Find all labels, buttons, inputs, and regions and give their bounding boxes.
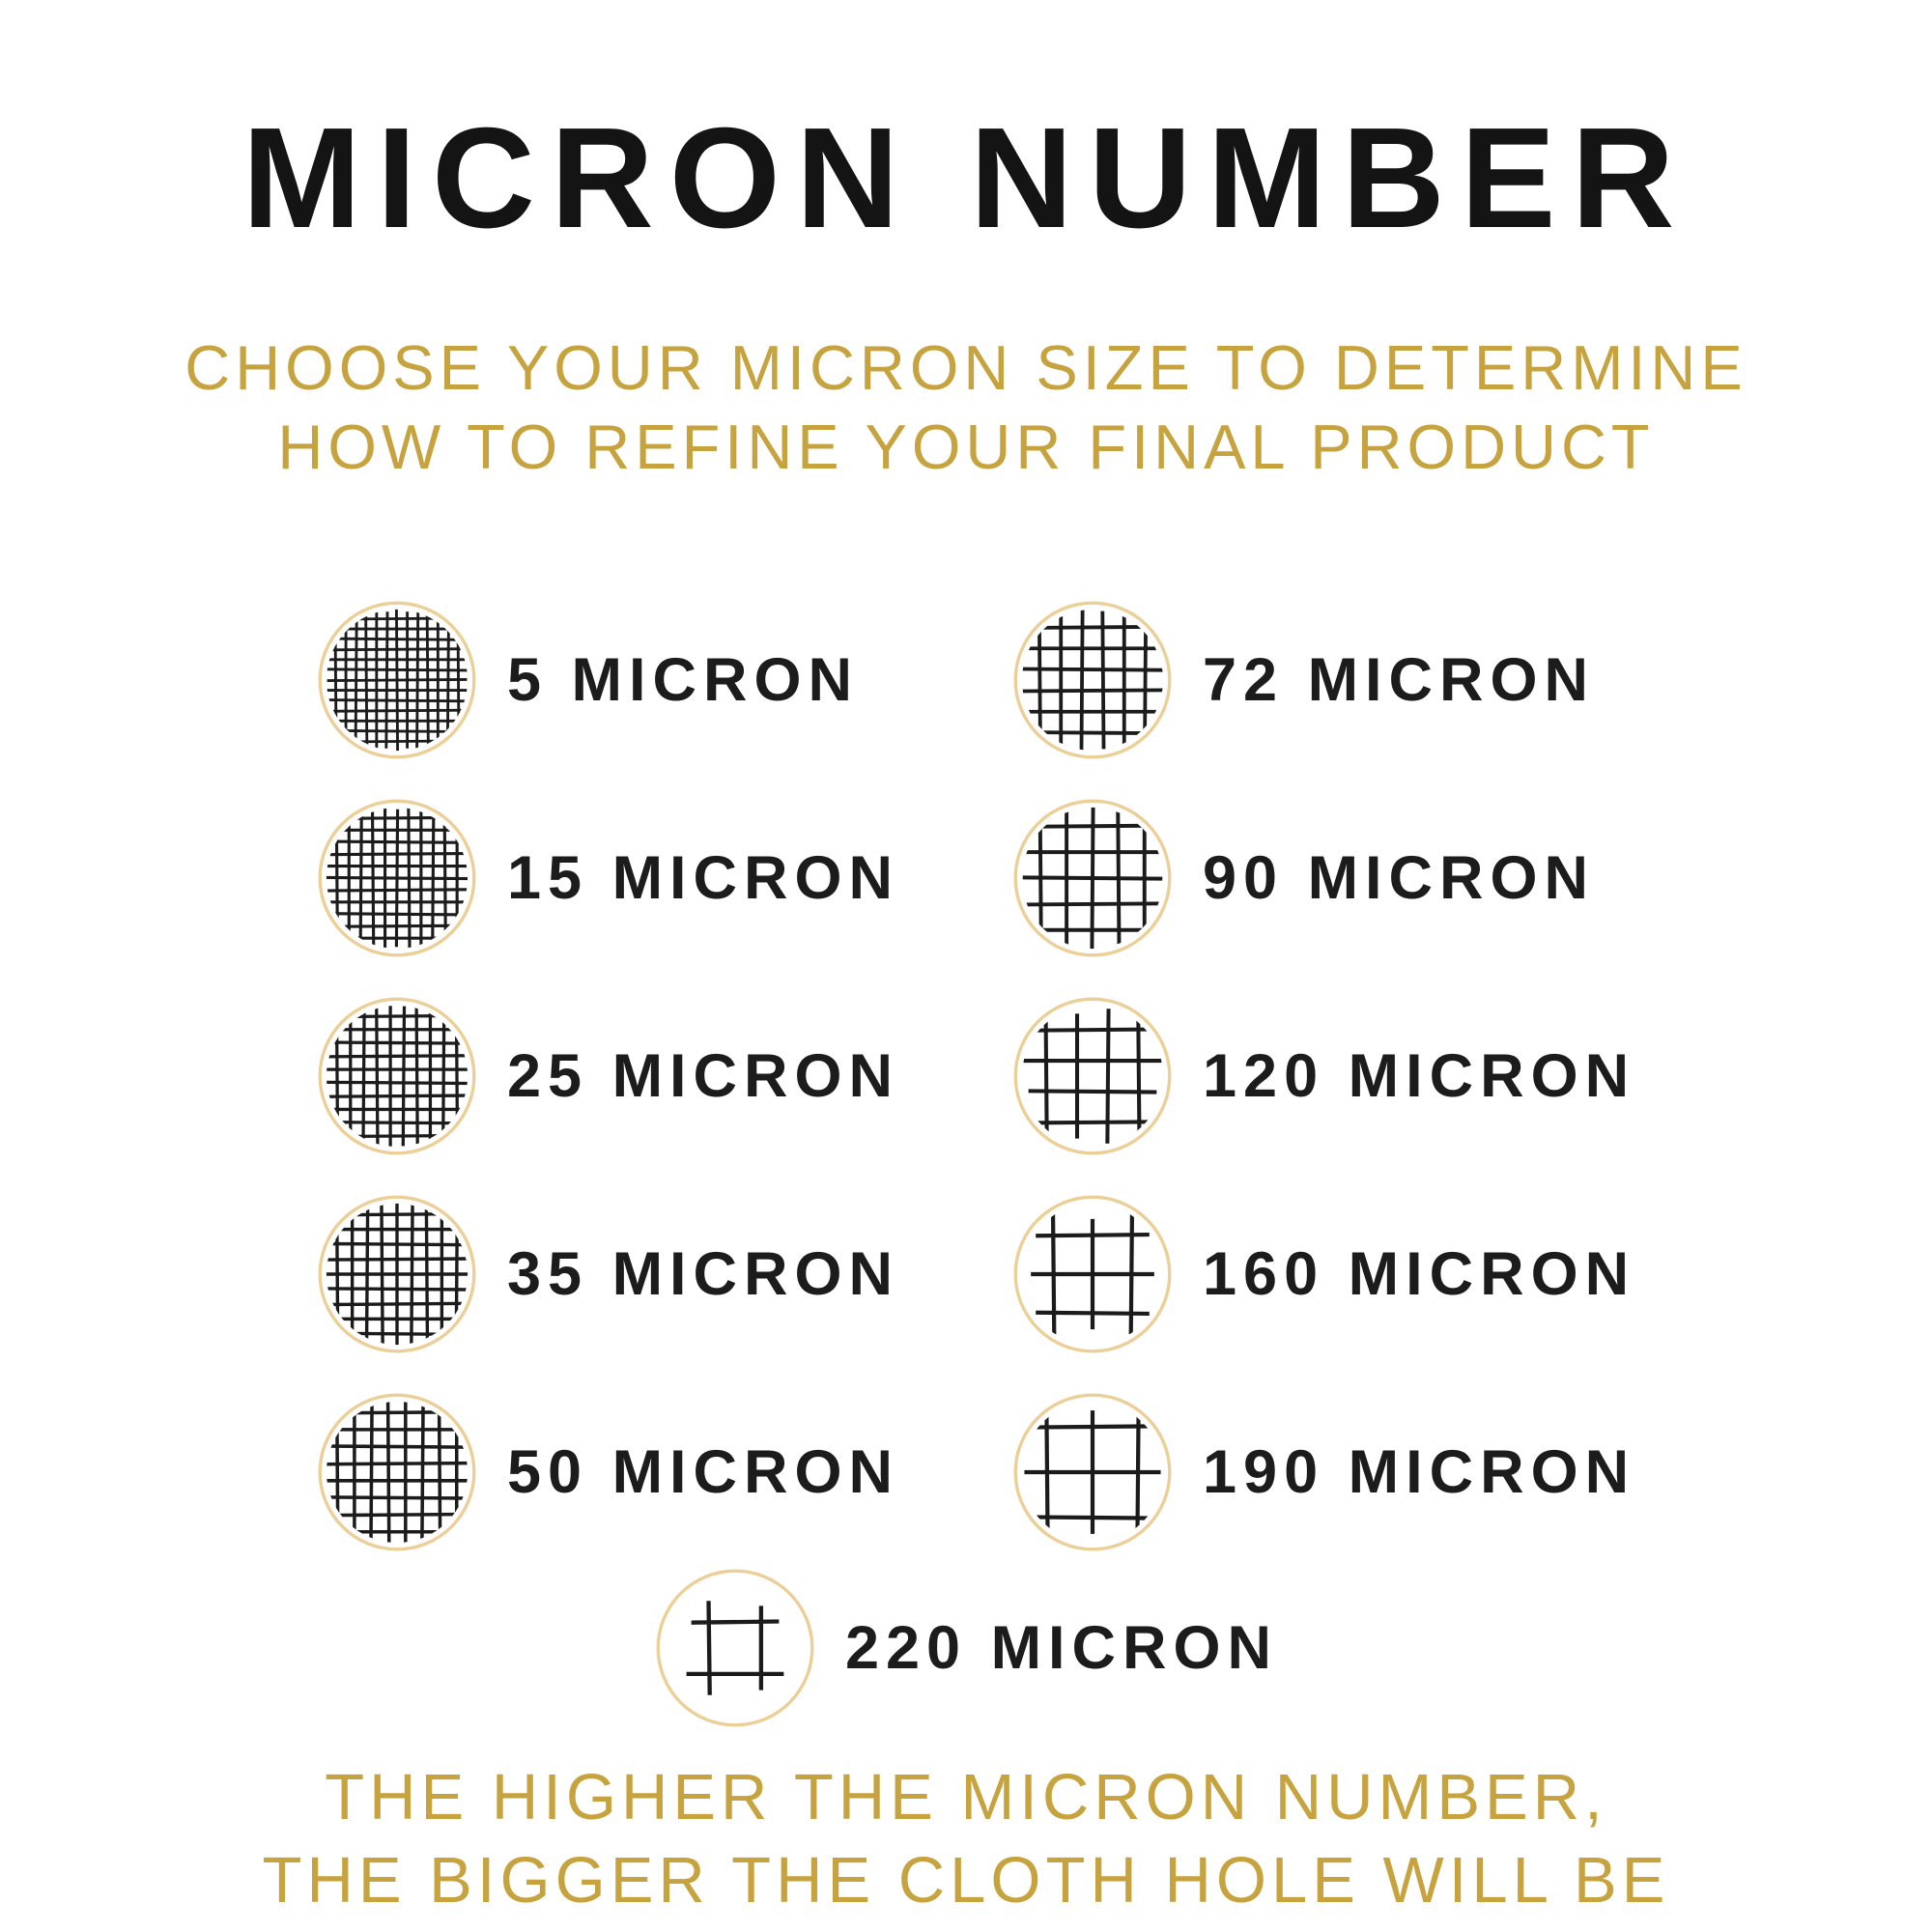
mesh-circle-icon	[316, 599, 478, 761]
micron-label: 50 MICRON	[507, 1438, 900, 1506]
mesh-circle-icon	[316, 1193, 478, 1355]
micron-label: 15 MICRON	[507, 844, 900, 912]
item-15-micron: 15 MICRON	[316, 797, 899, 959]
mesh-circle-icon	[1011, 1391, 1174, 1553]
footer-line-1: THE HIGHER THE MICRON NUMBER,	[325, 1761, 1607, 1833]
item-50-micron: 50 MICRON	[316, 1391, 899, 1553]
footer-line-2: THE BIGGER THE CLOTH HOLE WILL BE	[262, 1844, 1670, 1917]
subtitle-line-2: HOW TO REFINE YOUR FINAL PRODUCT	[277, 412, 1655, 482]
micron-label: 160 MICRON	[1203, 1240, 1636, 1308]
micron-column-right: 72 MICRON 90 MICRON 120 MICRON 160 MICRO…	[1011, 599, 1635, 1589]
micron-label: 90 MICRON	[1203, 844, 1596, 912]
subtitle: CHOOSE YOUR MICRON SIZE TO DETERMINE HOW…	[0, 328, 1932, 487]
item-120-micron: 120 MICRON	[1011, 995, 1635, 1157]
item-220-micron: 220 MICRON	[654, 1567, 1278, 1729]
mesh-circle-icon	[1011, 599, 1174, 761]
footer: THE HIGHER THE MICRON NUMBER, THE BIGGER…	[0, 1756, 1932, 1922]
micron-label: 220 MICRON	[844, 1614, 1279, 1682]
mesh-circle-icon	[316, 995, 478, 1157]
mesh-circle-icon	[316, 797, 478, 959]
item-5-micron: 5 MICRON	[316, 599, 899, 761]
micron-column-left: 5 MICRON 15 MICRON 25 MICRON 35 MICRON 5…	[316, 599, 899, 1589]
mesh-circle-icon	[1011, 1193, 1174, 1355]
item-90-micron: 90 MICRON	[1011, 797, 1635, 959]
item-72-micron: 72 MICRON	[1011, 599, 1635, 761]
micron-label: 35 MICRON	[507, 1240, 900, 1308]
item-190-micron: 190 MICRON	[1011, 1391, 1635, 1553]
micron-label: 120 MICRON	[1203, 1042, 1636, 1110]
mesh-circle-icon	[654, 1567, 816, 1729]
page-title: MICRON NUMBER	[242, 99, 1690, 258]
micron-label: 5 MICRON	[507, 646, 860, 714]
micron-row-bottom: 220 MICRON	[0, 1567, 1932, 1729]
micron-label: 72 MICRON	[1203, 646, 1596, 714]
micron-label: 190 MICRON	[1203, 1438, 1636, 1506]
item-160-micron: 160 MICRON	[1011, 1193, 1635, 1355]
micron-label: 25 MICRON	[507, 1042, 900, 1110]
mesh-circle-icon	[316, 1391, 478, 1553]
item-25-micron: 25 MICRON	[316, 995, 899, 1157]
item-35-micron: 35 MICRON	[316, 1193, 899, 1355]
mesh-circle-icon	[1011, 995, 1174, 1157]
mesh-circle-icon	[1011, 797, 1174, 959]
subtitle-line-1: CHOOSE YOUR MICRON SIZE TO DETERMINE	[185, 332, 1747, 403]
